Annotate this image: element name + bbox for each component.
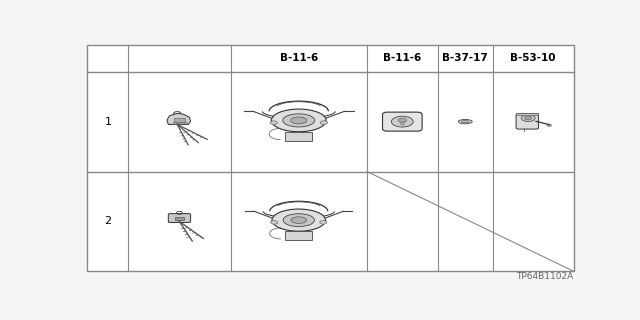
Circle shape <box>270 121 277 124</box>
Circle shape <box>184 123 188 124</box>
Ellipse shape <box>272 209 326 231</box>
Ellipse shape <box>283 114 315 127</box>
Circle shape <box>173 123 177 124</box>
FancyBboxPatch shape <box>516 114 538 129</box>
Ellipse shape <box>283 214 314 227</box>
Ellipse shape <box>271 109 326 132</box>
FancyBboxPatch shape <box>383 112 422 131</box>
Circle shape <box>392 116 413 127</box>
Text: 1: 1 <box>104 116 111 127</box>
Bar <box>285 132 312 141</box>
Circle shape <box>398 118 406 123</box>
Ellipse shape <box>291 217 307 223</box>
Circle shape <box>179 123 182 124</box>
Circle shape <box>320 121 328 124</box>
Ellipse shape <box>461 121 469 123</box>
Bar <box>174 117 185 122</box>
Ellipse shape <box>458 119 472 124</box>
Bar <box>175 217 184 220</box>
Circle shape <box>320 220 327 224</box>
Text: 2: 2 <box>104 216 111 226</box>
Circle shape <box>521 115 535 122</box>
Text: B-11-6: B-11-6 <box>280 53 318 63</box>
Bar <box>516 113 538 115</box>
Circle shape <box>525 116 532 120</box>
Circle shape <box>547 124 551 126</box>
Circle shape <box>271 220 278 224</box>
Text: B-11-6: B-11-6 <box>383 53 422 63</box>
FancyBboxPatch shape <box>168 214 191 222</box>
Text: TP64B1102A: TP64B1102A <box>516 272 573 282</box>
Polygon shape <box>167 113 191 124</box>
Ellipse shape <box>291 117 307 124</box>
Bar <box>285 231 312 240</box>
Text: B-53-10: B-53-10 <box>510 53 556 63</box>
Text: B-37-17: B-37-17 <box>442 53 488 63</box>
Bar <box>401 122 404 125</box>
